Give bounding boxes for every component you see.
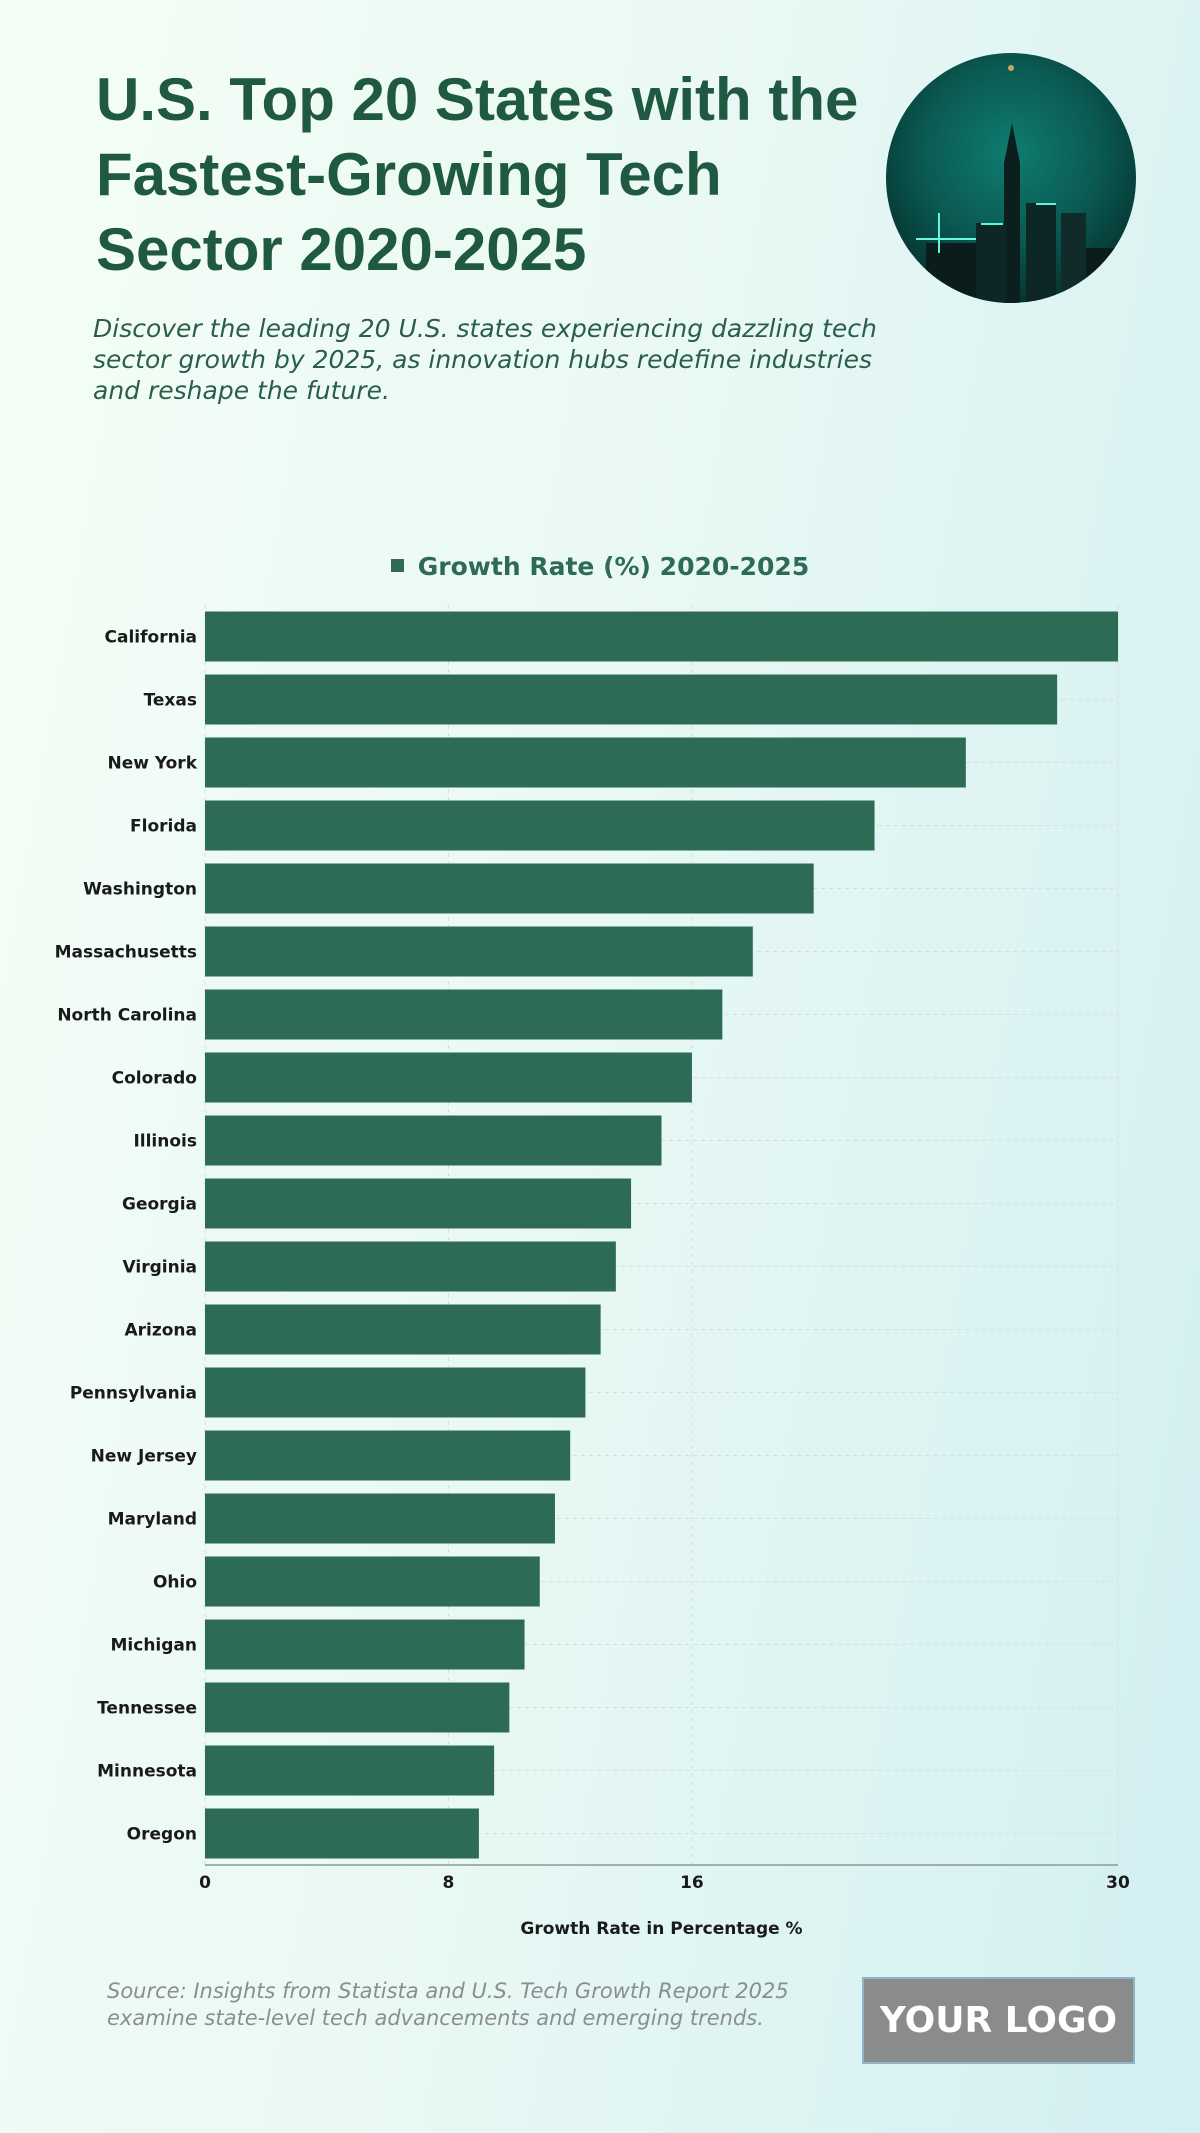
logo-placeholder: YOUR LOGO	[862, 1977, 1135, 2064]
bar-georgia	[205, 1178, 632, 1229]
category-label: Pennsylvania	[70, 1384, 197, 1404]
legend-swatch	[390, 558, 404, 572]
category-label: Washington	[83, 880, 197, 900]
bar-massachusetts	[205, 926, 753, 977]
category-label: New York	[108, 754, 198, 774]
x-tick-label: 16	[680, 1873, 704, 1893]
category-label: Michigan	[111, 1636, 198, 1656]
bar-texas	[205, 674, 1058, 725]
category-label: California	[105, 628, 197, 648]
category-label: Massachusetts	[55, 943, 197, 963]
bar-washington	[205, 863, 814, 914]
bar-michigan	[205, 1619, 525, 1670]
header: U.S. Top 20 States with the Fastest-Grow…	[93, 62, 886, 406]
bar-oregon	[205, 1808, 479, 1859]
x-tick-label: 8	[443, 1873, 455, 1893]
bar-california	[205, 611, 1118, 662]
category-label: Tennessee	[97, 1699, 197, 1719]
city-skyline-image	[886, 53, 1136, 303]
category-label: Oregon	[127, 1825, 197, 1845]
category-label: Virginia	[123, 1258, 197, 1278]
category-label: Illinois	[133, 1132, 197, 1152]
bar-minnesota	[205, 1745, 495, 1796]
category-label: Maryland	[108, 1510, 197, 1530]
bar-arizona	[205, 1304, 601, 1355]
bar-new-york	[205, 737, 966, 788]
bar-chart: California Texas New York Florida Washington…	[55, 605, 1130, 1939]
category-label: Texas	[144, 691, 197, 711]
category-label: New Jersey	[91, 1447, 197, 1467]
category-label: Minnesota	[97, 1762, 197, 1782]
category-label: Florida	[130, 817, 197, 837]
bar-north-carolina	[205, 989, 723, 1040]
bar-maryland	[205, 1493, 555, 1544]
bar-pennsylvania	[205, 1367, 586, 1418]
source-note: Source: Insights from Statista and U.S. …	[107, 1979, 789, 2030]
legend-label: Growth Rate (%) 2020-2025	[417, 552, 810, 581]
category-label: Ohio	[153, 1573, 197, 1593]
category-label: Arizona	[124, 1321, 197, 1341]
category-label: North Carolina	[57, 1006, 197, 1026]
x-tick-label: 30	[1106, 1873, 1130, 1893]
bar-colorado	[205, 1052, 692, 1103]
page-title: U.S. Top 20 States with the Fastest-Grow…	[96, 66, 859, 283]
x-tick-label: 0	[199, 1873, 211, 1893]
bar-florida	[205, 800, 875, 851]
bar-virginia	[205, 1241, 616, 1292]
category-label: Georgia	[122, 1195, 197, 1215]
chart-legend: Growth Rate (%) 2020-2025	[0, 552, 1200, 581]
bar-tennessee	[205, 1682, 510, 1733]
bar-new-jersey	[205, 1430, 571, 1481]
category-label: Colorado	[112, 1069, 197, 1089]
subtitle: Discover the leading 20 U.S. states expe…	[93, 314, 877, 405]
bar-illinois	[205, 1115, 662, 1166]
x-axis-title: Growth Rate in Percentage %	[520, 1919, 802, 1939]
bar-ohio	[205, 1556, 540, 1607]
